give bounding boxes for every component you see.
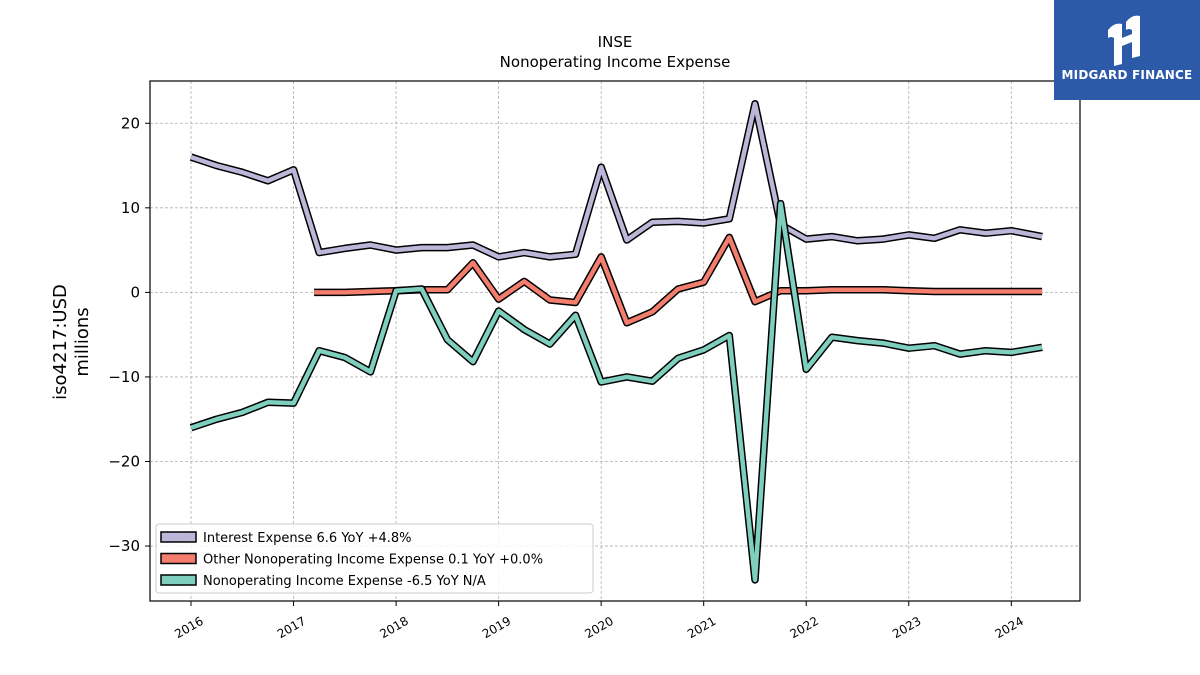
y-axis-label: iso4217:USD [50, 284, 71, 400]
brand-name: MIDGARD FINANCE [1061, 68, 1193, 82]
legend-label: Nonoperating Income Expense -6.5 YoY N/A [203, 574, 486, 589]
y-tick-label: −30 [108, 537, 140, 555]
chart-subtitle: Nonoperating Income Expense [500, 53, 731, 71]
legend-box [155, 523, 594, 594]
series-group [189, 100, 1043, 584]
series-line-2 [314, 235, 1043, 326]
x-tick-label: 2018 [377, 614, 410, 641]
legend-label: Other Nonoperating Income Expense 0.1 Yo… [203, 553, 543, 568]
x-tick-label: 2022 [788, 614, 821, 641]
brand-mark-icon [1108, 15, 1140, 67]
y-tick-label: 20 [121, 114, 140, 132]
grid [150, 81, 1080, 601]
x-tick-label: 2016 [172, 614, 205, 641]
x-tick-label: 2023 [890, 614, 923, 641]
y-tick-label: 10 [121, 199, 140, 217]
series-outline-3 [189, 199, 1043, 584]
y-tick-label: −10 [108, 368, 140, 386]
legend: Interest Expense 6.6 YoY +4.8% Other Nono… [155, 523, 594, 594]
plot-frame [149, 80, 1081, 602]
legend-swatch [160, 552, 197, 565]
series-line-1 [190, 101, 1043, 260]
y-tick-label: −20 [108, 452, 140, 470]
chart-title: INSE [598, 33, 633, 51]
y-tick-label: 0 [130, 283, 140, 301]
legend-label: Interest Expense 6.6 YoY +4.8% [203, 531, 412, 546]
x-tick-label: 2017 [275, 614, 308, 641]
legend-swatch [160, 574, 197, 586]
x-tick-label: 2024 [993, 614, 1026, 641]
brand-logo: MIDGARD FINANCE [1054, 0, 1200, 100]
x-tick-label: 2021 [685, 614, 718, 641]
x-tick-label: 2020 [582, 614, 615, 641]
x-tick-label: 2019 [480, 614, 513, 641]
series-line-3 [190, 201, 1043, 583]
y-axis-label-units: millions [72, 307, 93, 376]
legend-swatch [160, 531, 197, 543]
